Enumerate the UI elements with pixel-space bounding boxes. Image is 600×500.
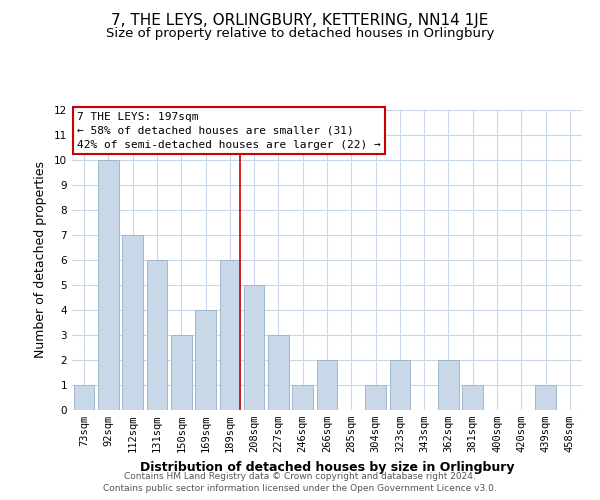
Bar: [98, 160, 119, 410]
Bar: [146, 260, 167, 410]
X-axis label: Distribution of detached houses by size in Orlingbury: Distribution of detached houses by size …: [140, 460, 514, 473]
Text: Contains HM Land Registry data © Crown copyright and database right 2024.: Contains HM Land Registry data © Crown c…: [124, 472, 476, 481]
Bar: [438, 360, 459, 410]
Bar: [122, 235, 143, 410]
Bar: [74, 385, 94, 410]
Bar: [389, 360, 410, 410]
Bar: [244, 285, 265, 410]
Bar: [171, 335, 191, 410]
Text: Size of property relative to detached houses in Orlingbury: Size of property relative to detached ho…: [106, 28, 494, 40]
Bar: [268, 335, 289, 410]
Text: 7, THE LEYS, ORLINGBURY, KETTERING, NN14 1JE: 7, THE LEYS, ORLINGBURY, KETTERING, NN14…: [112, 12, 488, 28]
Bar: [220, 260, 240, 410]
Bar: [195, 310, 216, 410]
Bar: [292, 385, 313, 410]
Bar: [317, 360, 337, 410]
Bar: [535, 385, 556, 410]
Text: 7 THE LEYS: 197sqm
← 58% of detached houses are smaller (31)
42% of semi-detache: 7 THE LEYS: 197sqm ← 58% of detached hou…: [77, 112, 381, 150]
Y-axis label: Number of detached properties: Number of detached properties: [34, 162, 47, 358]
Bar: [365, 385, 386, 410]
Bar: [463, 385, 483, 410]
Text: Contains public sector information licensed under the Open Government Licence v3: Contains public sector information licen…: [103, 484, 497, 493]
